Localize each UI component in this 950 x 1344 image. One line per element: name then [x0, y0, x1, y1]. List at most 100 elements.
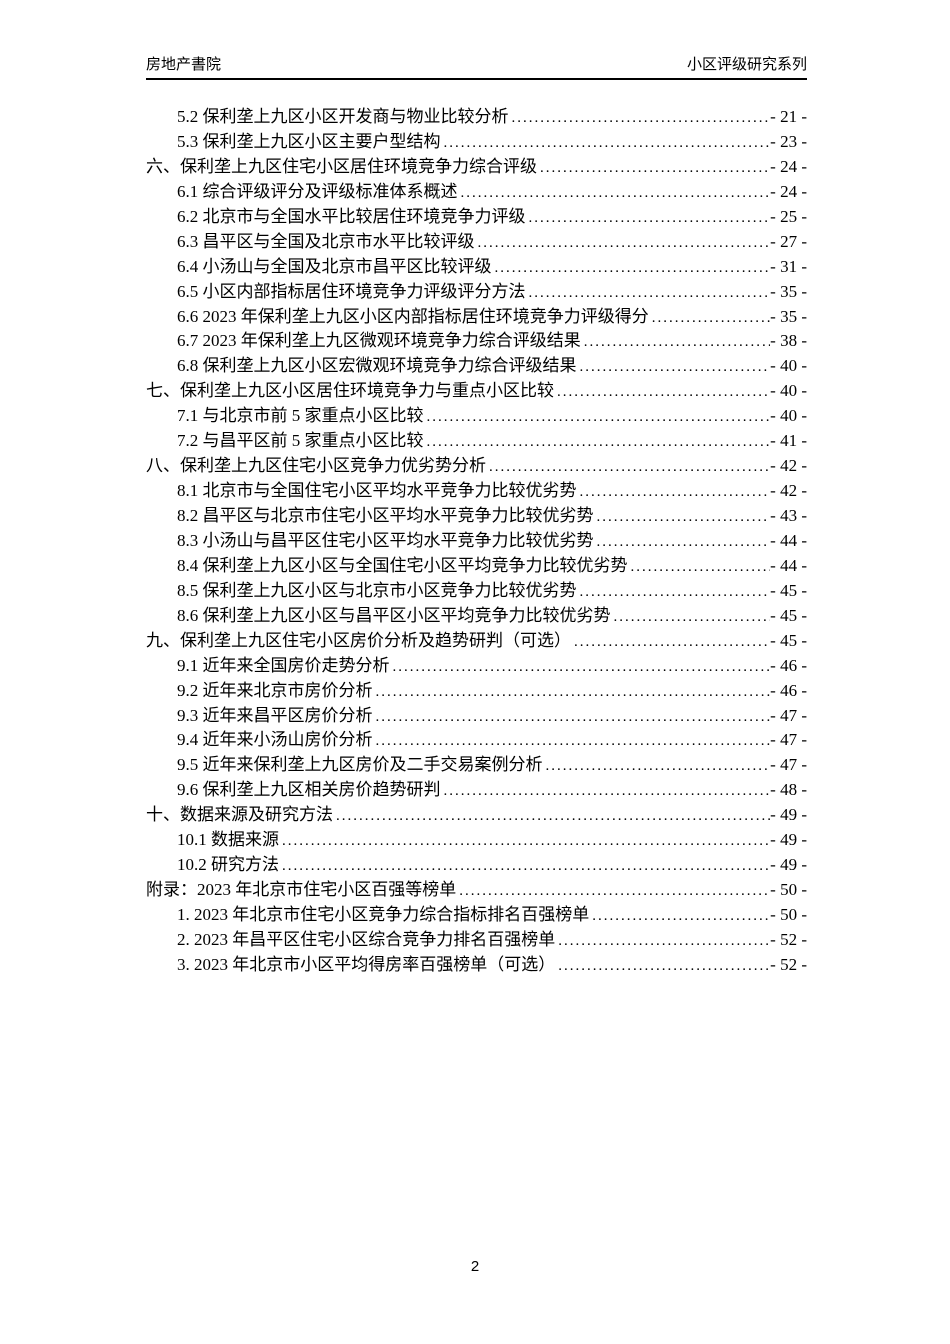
toc-entry-page: - 45 - — [770, 630, 807, 650]
dot-leader — [279, 833, 770, 850]
toc-entry-page: - 49 - — [770, 805, 807, 825]
toc-entry-label: 9.3 近年来昌平区房价分析 — [177, 705, 373, 725]
toc-entry: 6.2 北京市与全国水平比较居住环境竞争力评级 - 25 - — [146, 202, 807, 227]
dot-leader — [390, 659, 771, 676]
dot-leader — [571, 634, 770, 651]
toc-entry-label: 5.2 保利垄上九区小区开发商与物业比较分析 — [177, 107, 509, 126]
dot-leader — [555, 933, 770, 950]
toc-entry-label: 1. 2023 年北京市住宅小区竞争力综合指标排名百强榜单 — [177, 905, 590, 924]
toc-entry: 七、保利垄上九区小区居住环境竞争力与重点小区比较 - 40 - — [146, 376, 807, 401]
dot-leader — [456, 883, 770, 900]
toc-entry: 六、保利垄上九区住宅小区居住环境竞争力综合评级 - 24 - — [146, 152, 807, 177]
toc-entry: 9.1 近年来全国房价走势分析 - 46 - — [146, 651, 807, 676]
toc-entry: 9.3 近年来昌平区房价分析 - 47 - — [146, 701, 807, 726]
toc-entry-page: - 48 - — [770, 780, 807, 800]
dot-leader — [441, 135, 771, 152]
toc-entry-label: 2. 2023 年昌平区住宅小区综合竞争力排名百强榜单 — [177, 929, 556, 949]
dot-leader — [441, 783, 771, 800]
toc-entry-page: - 35 - — [770, 281, 807, 301]
dot-leader — [577, 584, 771, 601]
toc-entry-label: 6.5 小区内部指标居住环境竞争力评级评分方法 — [177, 281, 526, 301]
toc-entry-page: - 40 - — [770, 381, 807, 401]
toc-entry: 9.4 近年来小汤山房价分析 - 47 - — [146, 725, 807, 750]
footer-page-number: 2 — [470, 1258, 480, 1275]
toc-entry: 9.2 近年来北京市房价分析 - 46 - — [146, 676, 807, 701]
dot-leader — [577, 484, 771, 501]
toc-entry-label: 7.2 与昌平区前 5 家重点小区比较 — [177, 431, 424, 451]
toc-entry-label: 5.3 保利垄上九区小区主要户型结构 — [177, 131, 441, 151]
dot-leader — [458, 185, 771, 202]
toc-entry-page: - 47 - — [770, 730, 807, 750]
toc-entry-page: - 46 - — [770, 655, 807, 675]
toc-entry-label: 10.1 数据来源 — [177, 830, 279, 850]
toc-entry-label: 9.5 近年来保利垄上九区房价及二手交易案例分析 — [177, 755, 543, 775]
toc-entry-label: 8.5 保利垄上九区小区与北京市小区竞争力比较优劣势 — [177, 580, 577, 600]
toc-entry-label: 八、保利垄上九区住宅小区竞争力优劣势分析 — [146, 456, 486, 476]
page-header: 房地产書院 小区评级研究系列 — [146, 55, 807, 80]
dot-leader — [526, 210, 771, 227]
toc-entry-label: 8.2 昌平区与北京市住宅小区平均水平竞争力比较优劣势 — [177, 506, 594, 525]
toc-entry-label: 十、数据来源及研究方法 — [146, 805, 333, 825]
toc-entry-label: 6.7 2023 年保利垄上九区微观环境竞争力综合评级结果 — [177, 331, 581, 351]
toc-entry-label: 8.4 保利垄上九区小区与全国住宅小区平均竞争力比较优劣势 — [177, 555, 628, 575]
toc-entry: 十、数据来源及研究方法 - 49 - — [146, 800, 807, 825]
dot-leader — [611, 609, 771, 626]
toc-entry-page: - 23 - — [770, 131, 807, 151]
toc-entry: 10.1 数据来源 - 49 - — [146, 825, 807, 850]
toc-entry-page: - 47 - — [770, 755, 807, 775]
toc-entry-label: 九、保利垄上九区住宅小区房价分析及趋势研判（可选） — [146, 630, 571, 650]
toc-entry: 6.4 小汤山与全国及北京市昌平区比较评级 - 31 - — [146, 252, 807, 277]
toc-entry-page: - 24 - — [770, 156, 807, 176]
toc-entry: 8.5 保利垄上九区小区与北京市小区竞争力比较优劣势 - 45 - — [146, 576, 807, 601]
toc-entry-page: - 45 - — [770, 580, 807, 600]
toc-entry: 7.2 与昌平区前 5 家重点小区比较 - 41 - — [146, 426, 807, 451]
toc-entry: 5.2 保利垄上九区小区开发商与物业比较分析 - 21 - — [146, 102, 807, 127]
toc-entry: 8.4 保利垄上九区小区与全国住宅小区平均竞争力比较优劣势 - 44 - — [146, 551, 807, 576]
toc-entry-label: 6.6 2023 年保利垄上九区小区内部指标居住环境竞争力评级得分 — [177, 306, 649, 326]
dot-leader — [594, 534, 771, 551]
toc-entry: 附录：2023 年北京市住宅小区百强等榜单 - 50 - — [146, 875, 807, 900]
toc-entry: 九、保利垄上九区住宅小区房价分析及趋势研判（可选） - 45 - — [146, 626, 807, 651]
dot-leader — [373, 733, 771, 750]
toc-entry-label: 6.4 小汤山与全国及北京市昌平区比较评级 — [177, 256, 492, 276]
toc-entry: 8.6 保利垄上九区小区与昌平区小区平均竞争力比较优劣势 - 45 - — [146, 601, 807, 626]
toc-entry-page: - 44 - — [770, 530, 807, 550]
dot-leader — [577, 359, 771, 376]
toc-entry: 6.6 2023 年保利垄上九区小区内部指标居住环境竞争力评级得分 - 35 - — [146, 302, 807, 327]
toc-entry-page: - 43 - — [770, 506, 807, 525]
toc-entry-page: - 42 - — [770, 481, 807, 501]
toc-entry-page: - 35 - — [770, 306, 807, 326]
toc-entry-page: - 50 - — [770, 880, 807, 900]
toc-entry: 8.2 昌平区与北京市住宅小区平均水平竞争力比较优劣势 - 43 - — [146, 501, 807, 526]
toc-entry-page: - 38 - — [770, 331, 807, 351]
toc-entry-label: 6.8 保利垄上九区小区宏微观环境竞争力综合评级结果 — [177, 356, 577, 376]
toc-entry-page: - 52 - — [770, 954, 807, 974]
toc-entry-page: - 44 - — [770, 555, 807, 575]
toc-entry-page: - 42 - — [770, 456, 807, 476]
dot-leader — [526, 285, 771, 302]
toc-entry-label: 9.4 近年来小汤山房价分析 — [177, 730, 373, 750]
toc-entry-label: 9.2 近年来北京市房价分析 — [177, 680, 373, 700]
toc-entry-label: 附录：2023 年北京市住宅小区百强等榜单 — [146, 880, 457, 900]
toc-entry-page: - 24 - — [770, 181, 807, 201]
toc-entry-label: 10.2 研究方法 — [177, 855, 279, 875]
dot-leader — [554, 384, 770, 401]
toc-entry-label: 6.2 北京市与全国水平比较居住环境竞争力评级 — [177, 206, 526, 226]
dot-leader — [486, 459, 770, 476]
toc-entry-label: 七、保利垄上九区小区居住环境竞争力与重点小区比较 — [146, 381, 554, 401]
header-right-title: 小区评级研究系列 — [686, 56, 807, 73]
toc-entry: 6.7 2023 年保利垄上九区微观环境竞争力综合评级结果 - 38 - — [146, 326, 807, 351]
toc-entry-label: 7.1 与北京市前 5 家重点小区比较 — [177, 406, 424, 426]
dot-leader — [509, 110, 771, 127]
toc-entry: 8.3 小汤山与昌平区住宅小区平均水平竞争力比较优劣势 - 44 - — [146, 526, 807, 551]
toc-entry-label: 6.1 综合评级评分及评级标准体系概述 — [177, 181, 458, 201]
toc-entry-page: - 47 - — [770, 705, 807, 725]
toc-entry-page: - 21 - — [770, 107, 807, 126]
toc-entry: 6.8 保利垄上九区小区宏微观环境竞争力综合评级结果 - 40 - — [146, 351, 807, 376]
toc-entry: 5.3 保利垄上九区小区主要户型结构 - 23 - — [146, 127, 807, 152]
dot-leader — [279, 858, 770, 875]
dot-leader — [333, 808, 770, 825]
dot-leader — [555, 958, 770, 975]
toc-entry-label: 6.3 昌平区与全国及北京市水平比较评级 — [177, 231, 475, 251]
